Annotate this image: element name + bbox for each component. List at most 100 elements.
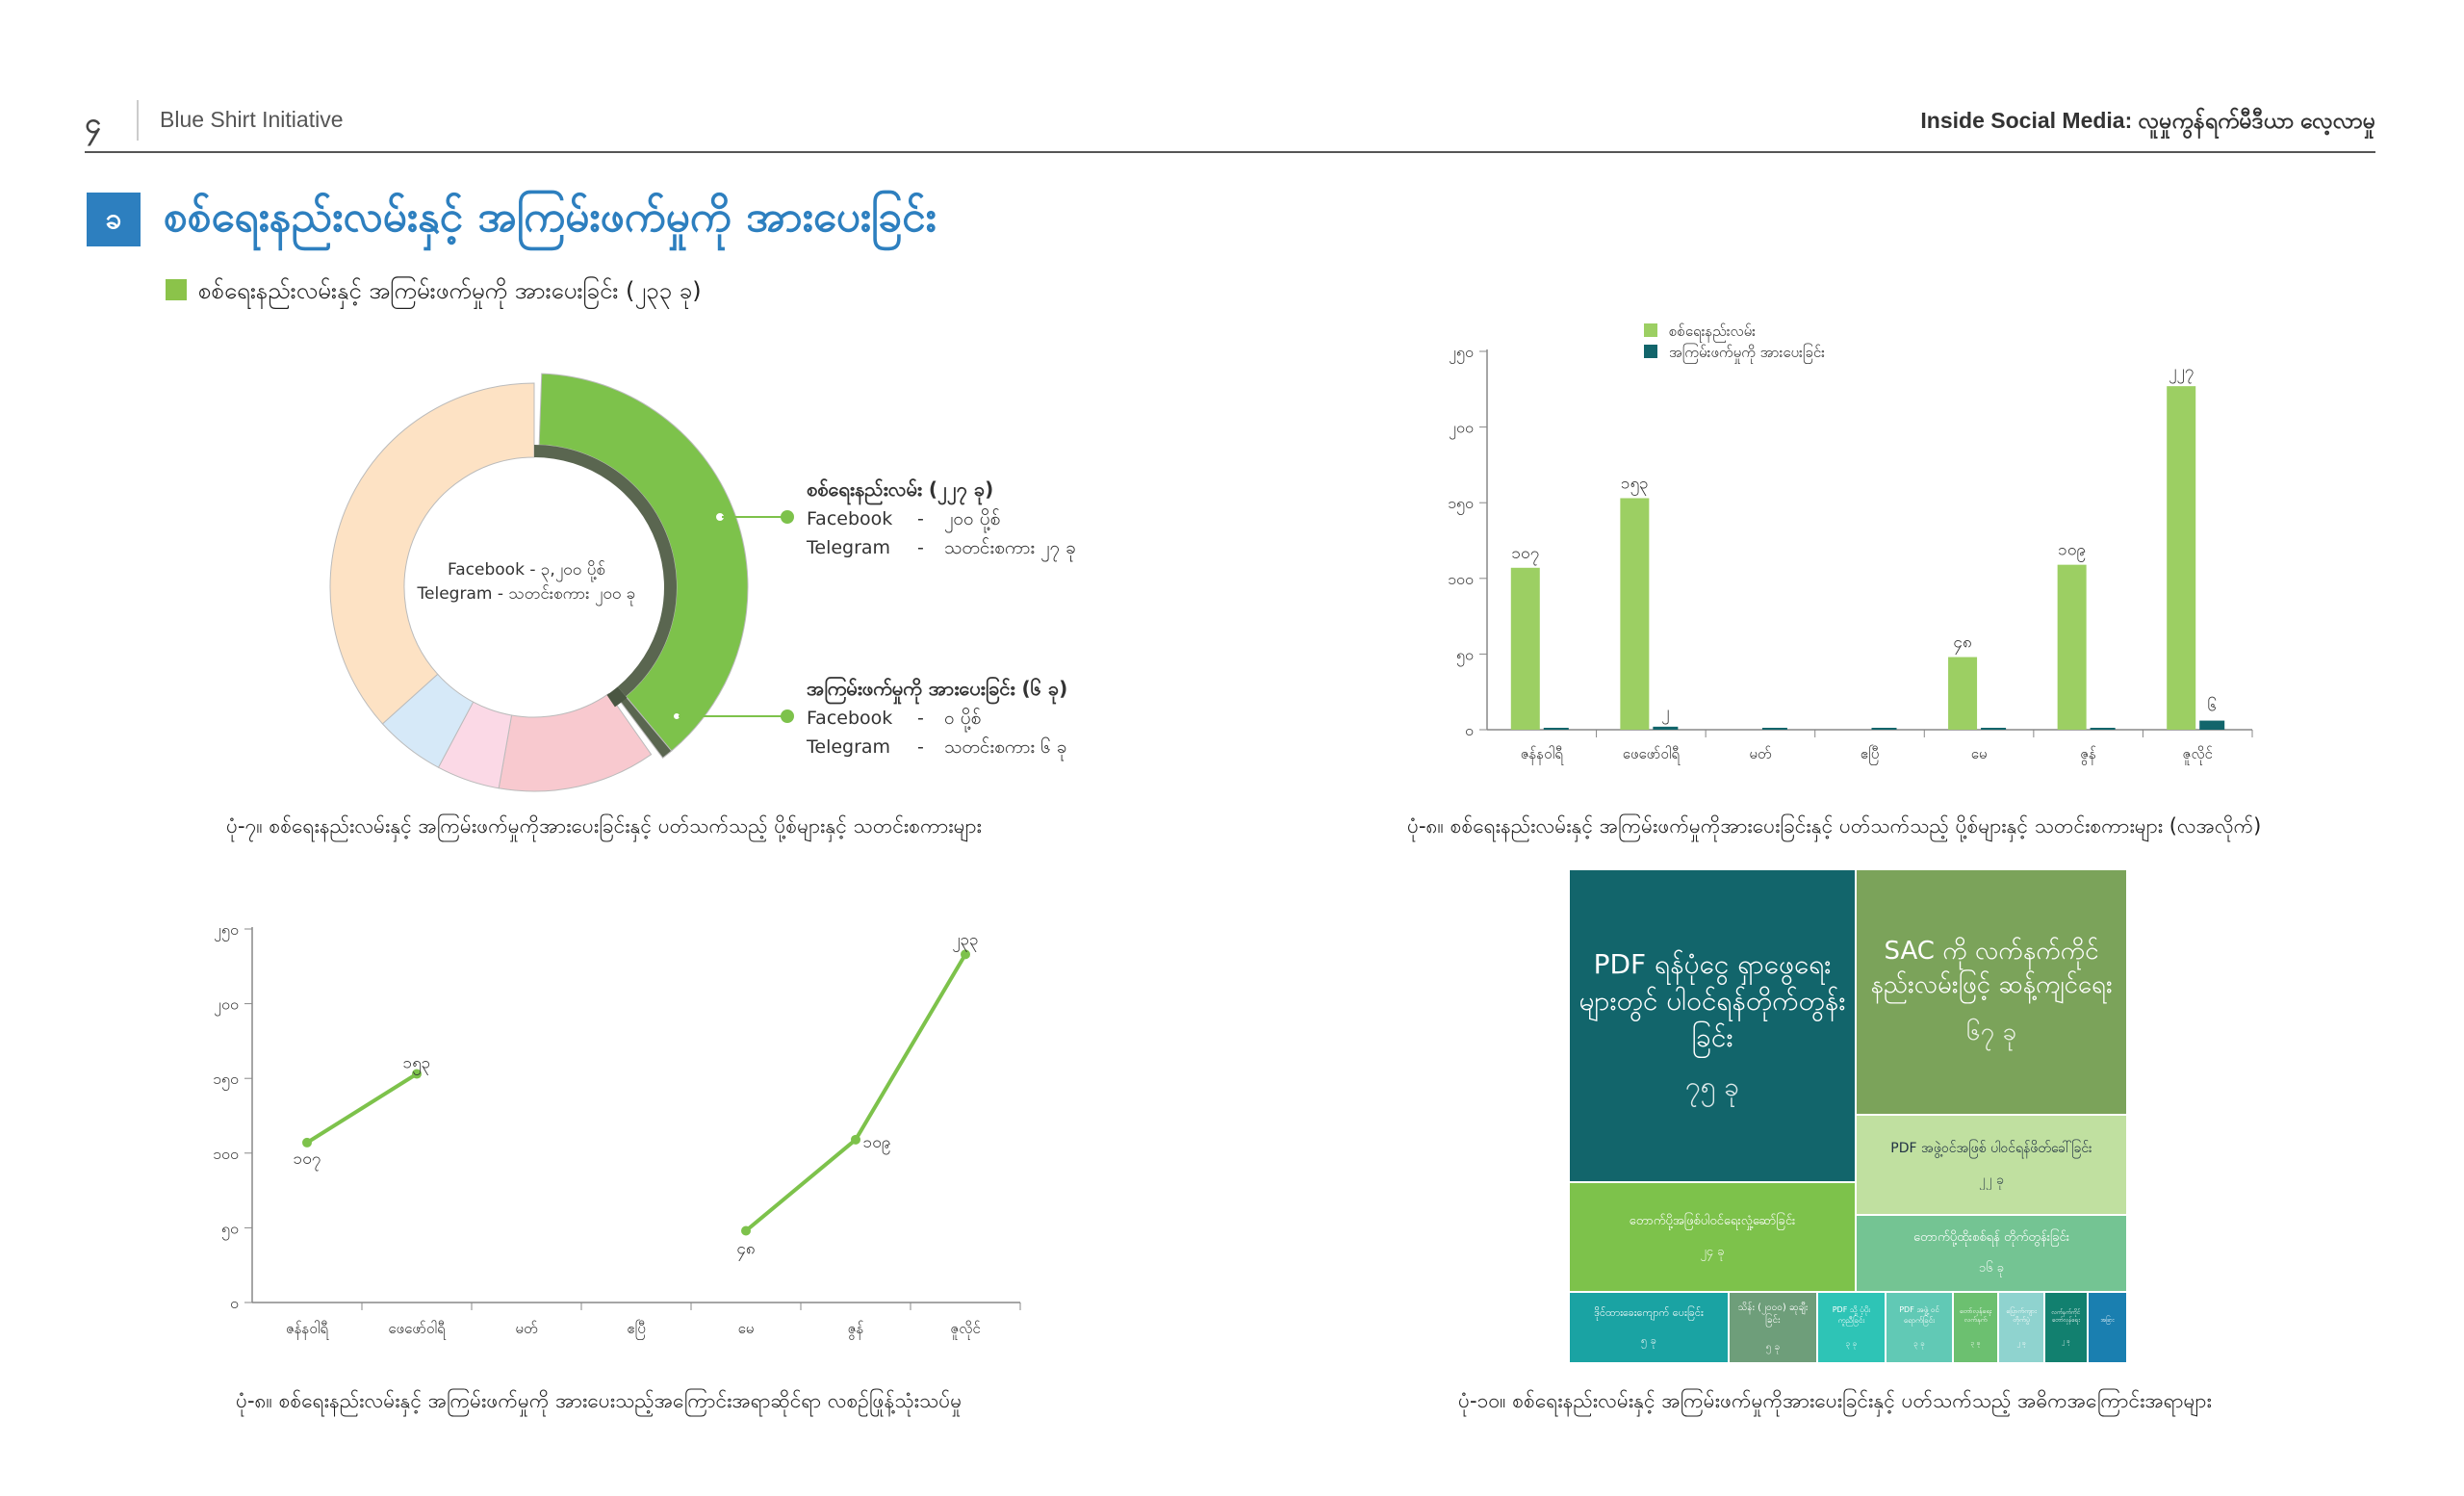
treemap-cell-text: တောက်ပို့အဖြစ်ပါဝင်ရေးလှုံ့ဆော်ခြင်း၂၄ ခ… bbox=[1622, 1205, 1804, 1268]
donut-label-military-row1-value: ၂၀၀ ပို့စ် bbox=[944, 507, 1000, 533]
caption-fig9: ပုံ-၈။ စစ်ရေးနည်းလမ်းနှင့် အကြမ်းဖက်မှုက… bbox=[236, 1389, 962, 1412]
treemap-cell-label: PDF ရန်ပုံငွေ ရှာဖွေရေးများတွင် ပါဝင်ရန်… bbox=[1578, 947, 1846, 1053]
bar-military bbox=[1948, 657, 1978, 730]
treemap-cell-label: သိန်း (၂၀၀၀) ဆုချီးခြင်း bbox=[1737, 1302, 1809, 1327]
treemap-cell: ဒိုင်ထားခေးကျောက် ပေးခြင်း၅ ခု bbox=[1569, 1292, 1729, 1363]
bar-y-tick-label: ၀ bbox=[1465, 721, 1474, 739]
bar-y-tick-label: ၂၅၀ bbox=[1449, 343, 1474, 364]
line-segment bbox=[744, 1138, 858, 1233]
bar-violence bbox=[1543, 728, 1569, 730]
treemap-cell-text: လက်နက်ကိုင် တော်လှန်ရေး၂ ခု bbox=[2045, 1302, 2087, 1354]
line-point bbox=[851, 1134, 860, 1145]
bar-violence bbox=[2090, 728, 2116, 730]
treemap-cell: သိန်း (၂၀၀၀) ဆုချီးခြင်း၅ ခု bbox=[1729, 1292, 1817, 1363]
treemap-cell: PDF သို့ ပံ့ပိုးကူညီခြင်း၃ ခု bbox=[1817, 1292, 1886, 1363]
donut-label-military-row1-dash: - bbox=[917, 508, 924, 529]
header-rule bbox=[85, 151, 2375, 153]
treemap-cell-text: ဒိုင်ထားခေးကျောက် ပေးခြင်း၅ ခု bbox=[1586, 1299, 1711, 1356]
treemap-cell-label: ဒိုင်ထားခေးကျောက် ပေးခြင်း bbox=[1594, 1306, 1704, 1320]
treemap-cell-text: PDF အဖွဲ့ဝင်အဖြစ် ပါဝင်ရန်ဖိတ်ခေါ်ခြင်း၂… bbox=[1883, 1132, 2099, 1198]
bar-violence bbox=[1761, 728, 1787, 730]
line-y-tick-label: ၂၀၀ bbox=[214, 995, 239, 1017]
bar-violence bbox=[2199, 720, 2225, 730]
legend-swatch bbox=[166, 279, 187, 300]
treemap-cell-value: ၃ ခု bbox=[1845, 1339, 1858, 1349]
bar-military bbox=[2057, 564, 2087, 730]
bar-y-tick-label: ၁၅၀ bbox=[1448, 494, 1474, 515]
leader-dot-1 bbox=[781, 510, 794, 524]
line-x-tick-label: မတ် bbox=[515, 1320, 537, 1337]
treemap-cell-value: ၃ ခု bbox=[1970, 1338, 1981, 1347]
treemap-cell: PDF အဖွဲ့ ဝင်ရောက်ခြင်း၃ ခု bbox=[1886, 1292, 1953, 1363]
donut-center-telegram: Telegram - သတင်းစကား ၂၀၀ ခု bbox=[417, 584, 636, 606]
line-segment bbox=[854, 953, 967, 1141]
line-y-tick-label: ၁၅၀ bbox=[213, 1070, 239, 1091]
treemap-cell-label: အခြား bbox=[2100, 1316, 2115, 1324]
treemap-cell-text: တော်လှန်ရေးလက်နက်၃ ခု bbox=[1954, 1300, 1997, 1355]
leader-dot-2 bbox=[781, 709, 794, 723]
bar-violence-value: ၆ bbox=[2207, 696, 2217, 716]
bar-military-value: ၁၅၃ bbox=[1621, 474, 1649, 496]
treemap-cell-label: တောက်ပို့အဖြစ်ပါဝင်ရေးလှုံ့ဆော်ခြင်း bbox=[1629, 1214, 1796, 1229]
line-point-label: ၂၃၃ bbox=[952, 930, 978, 952]
treemap-cell-label: လက်နက်ကိုင် တော်လှန်ရေး bbox=[2051, 1308, 2081, 1324]
treemap-cell: တောက်ပို့ထိုးစစ်ရန် တိုက်တွန်းခြင်း ၁၆ ခု bbox=[1856, 1215, 2127, 1292]
bar-y-tick-label: ၅၀ bbox=[1456, 645, 1474, 666]
caption-fig8: ပုံ-၈။ စစ်ရေးနည်းလမ်းနှင့် အကြမ်းဖက်မှုက… bbox=[1407, 814, 2262, 838]
bar-y-tick-label: ၂၀၀ bbox=[1449, 419, 1474, 440]
treemap-cell: အခြား bbox=[2088, 1292, 2127, 1363]
line-point bbox=[961, 949, 970, 960]
donut-inner-band-violence bbox=[606, 686, 628, 708]
donut-inner-band bbox=[534, 445, 678, 697]
treemap-cell-value: ၅ ခု bbox=[1765, 1341, 1781, 1353]
donut-label-violence-row2-dash: - bbox=[917, 736, 924, 758]
line-y-tick-label: ၂၅၀ bbox=[214, 920, 239, 941]
line-point-label: ၁၀၇ bbox=[294, 1149, 321, 1172]
line-x-tick-label: ဇွန် bbox=[848, 1320, 864, 1340]
donut-label-violence-title: အကြမ်းဖက်မှုကို အားပေးခြင်း (၆ ခု) bbox=[807, 676, 1067, 705]
treemap-cell-label: PDF အဖွဲ့ ဝင်ရောက်ခြင်း bbox=[1899, 1304, 1939, 1325]
treemap-cell-value: ၇၅ ခု bbox=[1684, 1070, 1740, 1103]
line-x-tick-label: ဖေဖော်ဝါရီ bbox=[388, 1320, 447, 1340]
header-divider bbox=[137, 100, 139, 141]
bar-military bbox=[1620, 498, 1650, 730]
treemap-cell-value: ၅ ခု bbox=[1641, 1334, 1656, 1347]
bar-x-tick-label: ဇွန် bbox=[2080, 745, 2096, 765]
line-y-tick-label: ၅၀ bbox=[221, 1219, 239, 1240]
treemap-cell-text: PDF သို့ ပံ့ပိုးကူညီခြင်း၃ ခု bbox=[1818, 1298, 1885, 1357]
treemap-cell: PDF ရန်ပုံငွေ ရှာဖွေရေးများတွင် ပါဝင်ရန်… bbox=[1569, 869, 1856, 1182]
caption-fig10: ပုံ-၁၀။ စစ်ရေးနည်းလမ်းနှင့် အကြမ်းဖက်မှု… bbox=[1458, 1389, 2212, 1412]
treemap-cell: တောက်ပို့အဖြစ်ပါဝင်ရေးလှုံ့ဆော်ခြင်း၂၄ ခ… bbox=[1569, 1182, 1856, 1292]
bar-x-tick-label: ဇန်နဝါရီ bbox=[1521, 745, 1564, 765]
donut-label-military-row2-value: သတင်းစကား ၂၇ ခု bbox=[944, 536, 1076, 562]
bar-military-value: ၁၀၉ bbox=[2058, 541, 2086, 563]
treemap-cell-text: PDF ရန်ပုံငွေ ရှာဖွေရေးများတွင် ပါဝင်ရန်… bbox=[1570, 939, 1855, 1113]
treemap-cell-text: တောက်ပို့ထိုးစစ်ရန် တိုက်တွန်းခြင်း ၁၆ ခု bbox=[1906, 1222, 2077, 1284]
organization-name: Blue Shirt Initiative bbox=[160, 107, 344, 132]
bar-military-value: ၁၀၇ bbox=[1511, 544, 1539, 566]
bar-legend-label-military: စစ်ရေးနည်းလမ်း bbox=[1669, 322, 1756, 343]
line-point bbox=[412, 1069, 422, 1079]
treemap-cell: SAC ကို လက်နက်ကိုင်နည်းလမ်းဖြင့် ဆန့်ကျင… bbox=[1856, 869, 2127, 1115]
bar-violence bbox=[1653, 726, 1679, 730]
bar-violence bbox=[1871, 728, 1897, 730]
treemap-cell-value: ၆၇ ခု bbox=[1965, 1018, 2017, 1047]
bar-x-tick-label: ဇူလိုင် bbox=[2183, 745, 2213, 765]
donut-label-violence-row1-dash: - bbox=[917, 708, 924, 729]
donut-segment-peach bbox=[329, 382, 535, 725]
treemap-cell-value: ၂၄ ခု bbox=[1700, 1245, 1725, 1259]
treemap-cell-label: တောက်ပို့ထိုးစစ်ရန် တိုက်တွန်းခြင်း bbox=[1912, 1230, 2070, 1246]
treemap-cell-label: PDF သို့ ပံ့ပိုးကူညီခြင်း bbox=[1832, 1304, 1871, 1325]
treemap-cell-value: ၂ ခု bbox=[2016, 1338, 2026, 1347]
caption-fig7: ပုံ-၇။ စစ်ရေးနည်းလမ်းနှင့် အကြမ်းဖက်မှုက… bbox=[226, 814, 982, 838]
treemap-cell: ပြောက်ကျားတိုက်ပွဲ၂ ခု bbox=[1998, 1292, 2044, 1363]
section-badge: ခ bbox=[87, 193, 141, 246]
treemap-cell-value: ၂ ခု bbox=[2062, 1338, 2070, 1346]
bar-violence bbox=[1981, 728, 2007, 730]
bar-x-tick-label: မတ် bbox=[1749, 745, 1771, 762]
line-x-tick-label: ဧပြီ bbox=[627, 1320, 646, 1340]
treemap-cell-value bbox=[2097, 1334, 2118, 1342]
bar-military-value: ၂၂၇ bbox=[2169, 362, 2194, 384]
treemap-cell-label: SAC ကို လက်နက်ကိုင်နည်းလမ်းဖြင့် ဆန့်ကျင… bbox=[1870, 936, 2113, 999]
bar-x-tick-label: ဧပြီ bbox=[1861, 745, 1880, 765]
